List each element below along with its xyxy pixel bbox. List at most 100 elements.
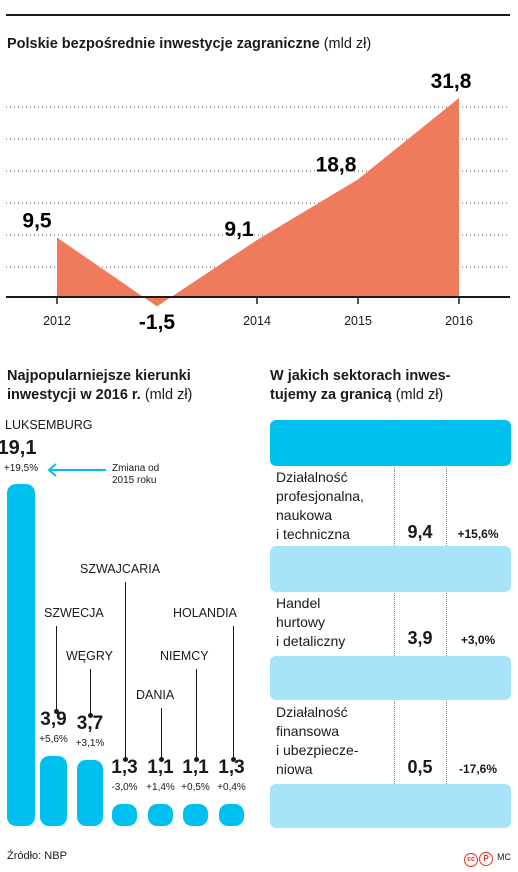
sector-header-bar xyxy=(270,420,511,466)
leader-line xyxy=(161,708,162,759)
bar-section-title: Najpopularniejsze kierunki inwestycji w … xyxy=(7,367,267,405)
copyright-icon: P xyxy=(479,852,493,866)
sector-change: +15,6% xyxy=(457,527,499,541)
value-labels: 9,5 -1,5 9,1 18,8 31,8 xyxy=(22,70,471,334)
leader-line xyxy=(196,669,197,759)
sector-name-line: profesjonalna, xyxy=(276,488,364,504)
x-tick-label: 2012 xyxy=(43,314,71,328)
sector-name-line: finansowa xyxy=(276,723,340,739)
bar-title-line1: Najpopularniejsze kierunki xyxy=(7,368,191,384)
sector-change: +3,0% xyxy=(460,633,496,647)
change-note-line2: 2015 roku xyxy=(112,475,157,486)
sector-name-line: niowa xyxy=(276,761,313,777)
value-label: 31,8 xyxy=(431,70,472,93)
sector-name-line: Handel xyxy=(276,595,321,611)
author-initials: MC xyxy=(497,852,511,862)
change-note-line1: Zmiana od xyxy=(112,463,160,474)
leader-line xyxy=(125,582,126,759)
x-tick-label: 2014 xyxy=(243,314,271,328)
change-note: Zmiana od 2015 roku xyxy=(112,463,159,487)
sector-name: Handel hurtowy i detaliczny xyxy=(276,594,345,651)
bar-category-label: LUKSEMBURG xyxy=(5,418,93,432)
sector-title-unit: (mld zł) xyxy=(395,387,444,403)
sector-name-line: hurtowy xyxy=(276,614,326,630)
sector-value: 9,4 xyxy=(407,522,433,542)
bar-change-label: -3,0% xyxy=(111,782,138,793)
sector-name-line: i techniczna xyxy=(276,526,350,542)
sector-value: 0,5 xyxy=(407,757,433,777)
bar xyxy=(148,804,173,826)
sector-section-title: W jakich sektorach inwes- tujemy za gran… xyxy=(270,367,510,405)
bar-category-label: NIEMCY xyxy=(160,649,209,663)
leader-dot xyxy=(54,709,59,714)
bar-category-label: SZWECJA xyxy=(44,606,104,620)
column-divider xyxy=(446,420,447,828)
chart-title-text: Polskie bezpośrednie inwestycje zagranic… xyxy=(7,36,320,52)
cc-badge: cc xyxy=(464,853,478,867)
sector-name: Działalność finansowa i ubezpiecze-niowa xyxy=(276,703,359,779)
leader-line xyxy=(90,669,91,715)
bar-title-line2-wrap: inwestycji w 2016 r. (mld zł) xyxy=(7,386,267,405)
bar-value-label: 3,7 xyxy=(76,713,104,734)
bar-value-label: 1,3 xyxy=(111,757,138,778)
sector-title-line2: tujemy za granicą xyxy=(270,387,392,403)
bar-title-unit: (mld zł) xyxy=(144,387,193,403)
leader-line xyxy=(233,626,234,759)
sector-name-line: Działalność xyxy=(276,704,348,720)
bar-value-label: 1,1 xyxy=(182,757,209,778)
sector-value: 3,9 xyxy=(407,628,433,648)
sector-name: Działalność profesjonalna, naukowa i techni… xyxy=(276,468,364,544)
x-ticks: 2012 2014 2015 2016 xyxy=(43,297,473,328)
sector-name-line: naukowa xyxy=(276,507,333,523)
sector-title-line1: W jakich sektorach inwes- xyxy=(270,368,451,384)
leader-dot xyxy=(88,713,93,718)
value-label: -1,5 xyxy=(139,311,176,334)
leader-dot xyxy=(159,757,164,762)
bar-category-label: SZWAJCARIA xyxy=(80,562,161,576)
leader-dot xyxy=(123,757,128,762)
bar xyxy=(183,804,208,826)
x-tick-label: 2016 xyxy=(445,314,473,328)
bar-value-label: 19,1 xyxy=(0,437,37,459)
bar xyxy=(219,804,244,826)
source-note: Źródło: NBP xyxy=(7,850,67,862)
chart-title: Polskie bezpośrednie inwestycje zagranic… xyxy=(7,36,371,52)
bar-title-line2: inwestycji w 2016 r. xyxy=(7,387,141,403)
bar-change-label: +1,4% xyxy=(146,782,175,793)
area-chart: 2012 2014 2015 2016 9,5 -1,5 9,1 18,8 31,8 xyxy=(6,70,510,334)
sector-name-line: i ubezpiecze- xyxy=(276,742,359,758)
bar-change-label: +5,6% xyxy=(39,734,68,745)
x-tick-label: 2015 xyxy=(344,314,372,328)
leader-dot xyxy=(194,757,199,762)
sector-title-line2-wrap: tujemy za granicą (mld zł) xyxy=(270,386,510,405)
bar-change-label: +19,5% xyxy=(3,463,39,474)
creative-commons-icon: cc P xyxy=(464,849,493,867)
bar-change-label: +3,1% xyxy=(75,738,105,749)
bar xyxy=(77,760,103,826)
sector-change: -17,6% xyxy=(458,762,498,776)
value-label: 9,1 xyxy=(224,218,254,241)
sector-row-band xyxy=(270,656,511,700)
bar-category-label: HOLANDIA xyxy=(173,606,237,620)
bar-change-label: +0,4% xyxy=(217,782,246,793)
value-label: 9,5 xyxy=(22,210,52,233)
sector-name-line: i detaliczny xyxy=(276,633,346,649)
bar-category-label: DANIA xyxy=(136,688,175,702)
sector-name-line: Działalność xyxy=(276,469,348,485)
bar xyxy=(7,484,35,826)
bar xyxy=(40,756,67,826)
area-series xyxy=(57,98,459,307)
bar xyxy=(112,804,137,826)
leader-line xyxy=(56,626,57,711)
sector-row-band xyxy=(270,784,511,828)
bar-value-label: 1,3 xyxy=(218,757,245,778)
chart-title-unit: (mld zł) xyxy=(323,36,372,52)
bar-value-label: 1,1 xyxy=(147,757,174,778)
bar-category-label: WĘGRY xyxy=(66,649,113,663)
bar-value-label: 3,9 xyxy=(40,709,67,730)
bar-change-label: +0,5% xyxy=(181,782,210,793)
column-divider xyxy=(394,420,395,828)
arrow-left-icon xyxy=(47,463,106,477)
leader-dot xyxy=(231,757,236,762)
top-rule xyxy=(6,14,510,16)
